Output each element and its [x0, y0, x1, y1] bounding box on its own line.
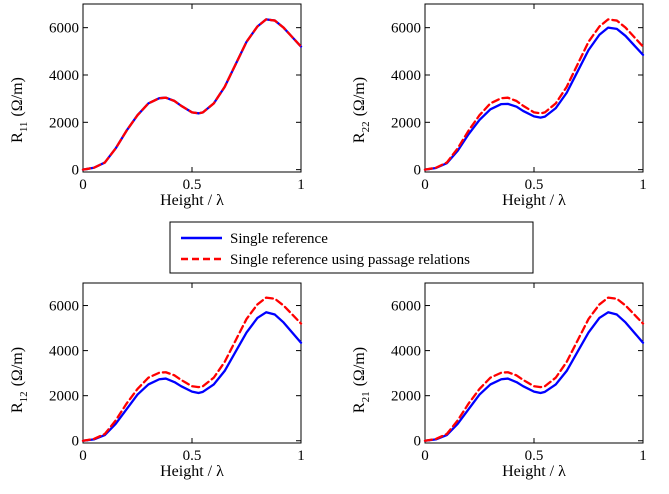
- y-label-unit: (Ω/m): [9, 347, 26, 386]
- y-axis-label: R22 (Ω/m): [351, 77, 372, 143]
- x-tick-label: 0: [79, 177, 87, 193]
- y-tick-label: 2000: [391, 115, 421, 131]
- x-tick-label: 1: [639, 177, 647, 193]
- x-tick-label: 1: [297, 177, 305, 193]
- y-tick-label: 6000: [391, 299, 421, 315]
- x-tick-label: 0: [421, 177, 429, 193]
- x-axis-label: Height / λ: [502, 463, 566, 480]
- legend-label-2: Single reference using passage relations: [230, 252, 470, 268]
- plot-area: [82, 282, 302, 444]
- x-tick-label: 0.5: [525, 177, 544, 193]
- y-tick-label: 2000: [49, 389, 79, 405]
- x-tick-label: 0.5: [525, 448, 544, 464]
- x-axis-label: Height / λ: [502, 192, 566, 209]
- subplot-12: 0 2000 4000 6000 0 0.5 1 Height / λ R12 (Ω/m): [9, 282, 305, 480]
- y-tick-label: 4000: [391, 344, 421, 360]
- series-line-passage-relations: [81, 18, 303, 171]
- y-tick-label: 0: [414, 163, 422, 179]
- x-axis-label: Height / λ: [160, 192, 224, 209]
- subplot-11: 0 2000 4000 6000 0 0.5 1 Height / λ R11 (Ω/m): [9, 3, 305, 209]
- series-line-single-reference: [423, 311, 645, 442]
- y-label-subscript: 22: [360, 121, 372, 132]
- legend-label-1: Single reference: [230, 231, 328, 247]
- x-tick-label: 0.5: [183, 177, 202, 193]
- x-tick-label: 0: [79, 448, 87, 464]
- y-tick-label: 6000: [49, 21, 79, 37]
- y-tick-label: 6000: [391, 21, 421, 37]
- y-tick-label: 4000: [49, 68, 79, 84]
- y-tick-label: 0: [72, 163, 80, 179]
- series-line-passage-relations: [423, 18, 645, 171]
- series-line-single-reference: [81, 311, 303, 442]
- y-label-unit: (Ω/m): [351, 347, 368, 386]
- x-tick-label: 1: [297, 448, 305, 464]
- y-tick-label: 0: [414, 434, 422, 450]
- legend-box: [169, 221, 534, 274]
- y-label-subscript: 11: [18, 122, 30, 133]
- plot-area: [424, 3, 644, 173]
- x-tick-label: 0: [421, 448, 429, 464]
- y-tick-label: 0: [72, 434, 80, 450]
- legend: Single reference Single reference using …: [169, 221, 534, 274]
- x-axis-label: Height / λ: [160, 463, 224, 480]
- y-tick-label: 4000: [49, 344, 79, 360]
- series-line-single-reference: [423, 26, 645, 171]
- subplot-21: 0 2000 4000 6000 0 0.5 1 Height / λ R21 (Ω/m): [351, 282, 647, 480]
- y-label-main: R: [9, 132, 26, 143]
- y-label-subscript: 21: [360, 391, 372, 402]
- subplot-22: 0 2000 4000 6000 0 0.5 1 Height / λ R22 (Ω/m): [351, 3, 647, 209]
- y-tick-label: 6000: [49, 299, 79, 315]
- y-label-main: R: [351, 132, 368, 143]
- y-tick-label: 4000: [391, 68, 421, 84]
- x-tick-label: 0.5: [183, 448, 202, 464]
- y-label-main: R: [351, 402, 368, 413]
- y-axis-label: R21 (Ω/m): [351, 347, 372, 413]
- y-label-subscript: 12: [18, 391, 30, 402]
- plot-area: [424, 282, 644, 444]
- y-tick-label: 2000: [49, 115, 79, 131]
- series-line-passage-relations: [81, 296, 303, 442]
- series-line-passage-relations: [423, 296, 645, 442]
- y-tick-label: 2000: [391, 389, 421, 405]
- x-tick-label: 1: [639, 448, 647, 464]
- y-axis-label: R12 (Ω/m): [9, 347, 30, 413]
- y-label-main: R: [9, 402, 26, 413]
- y-axis-label: R11 (Ω/m): [9, 77, 30, 143]
- y-label-unit: (Ω/m): [351, 77, 368, 116]
- y-label-unit: (Ω/m): [9, 77, 26, 116]
